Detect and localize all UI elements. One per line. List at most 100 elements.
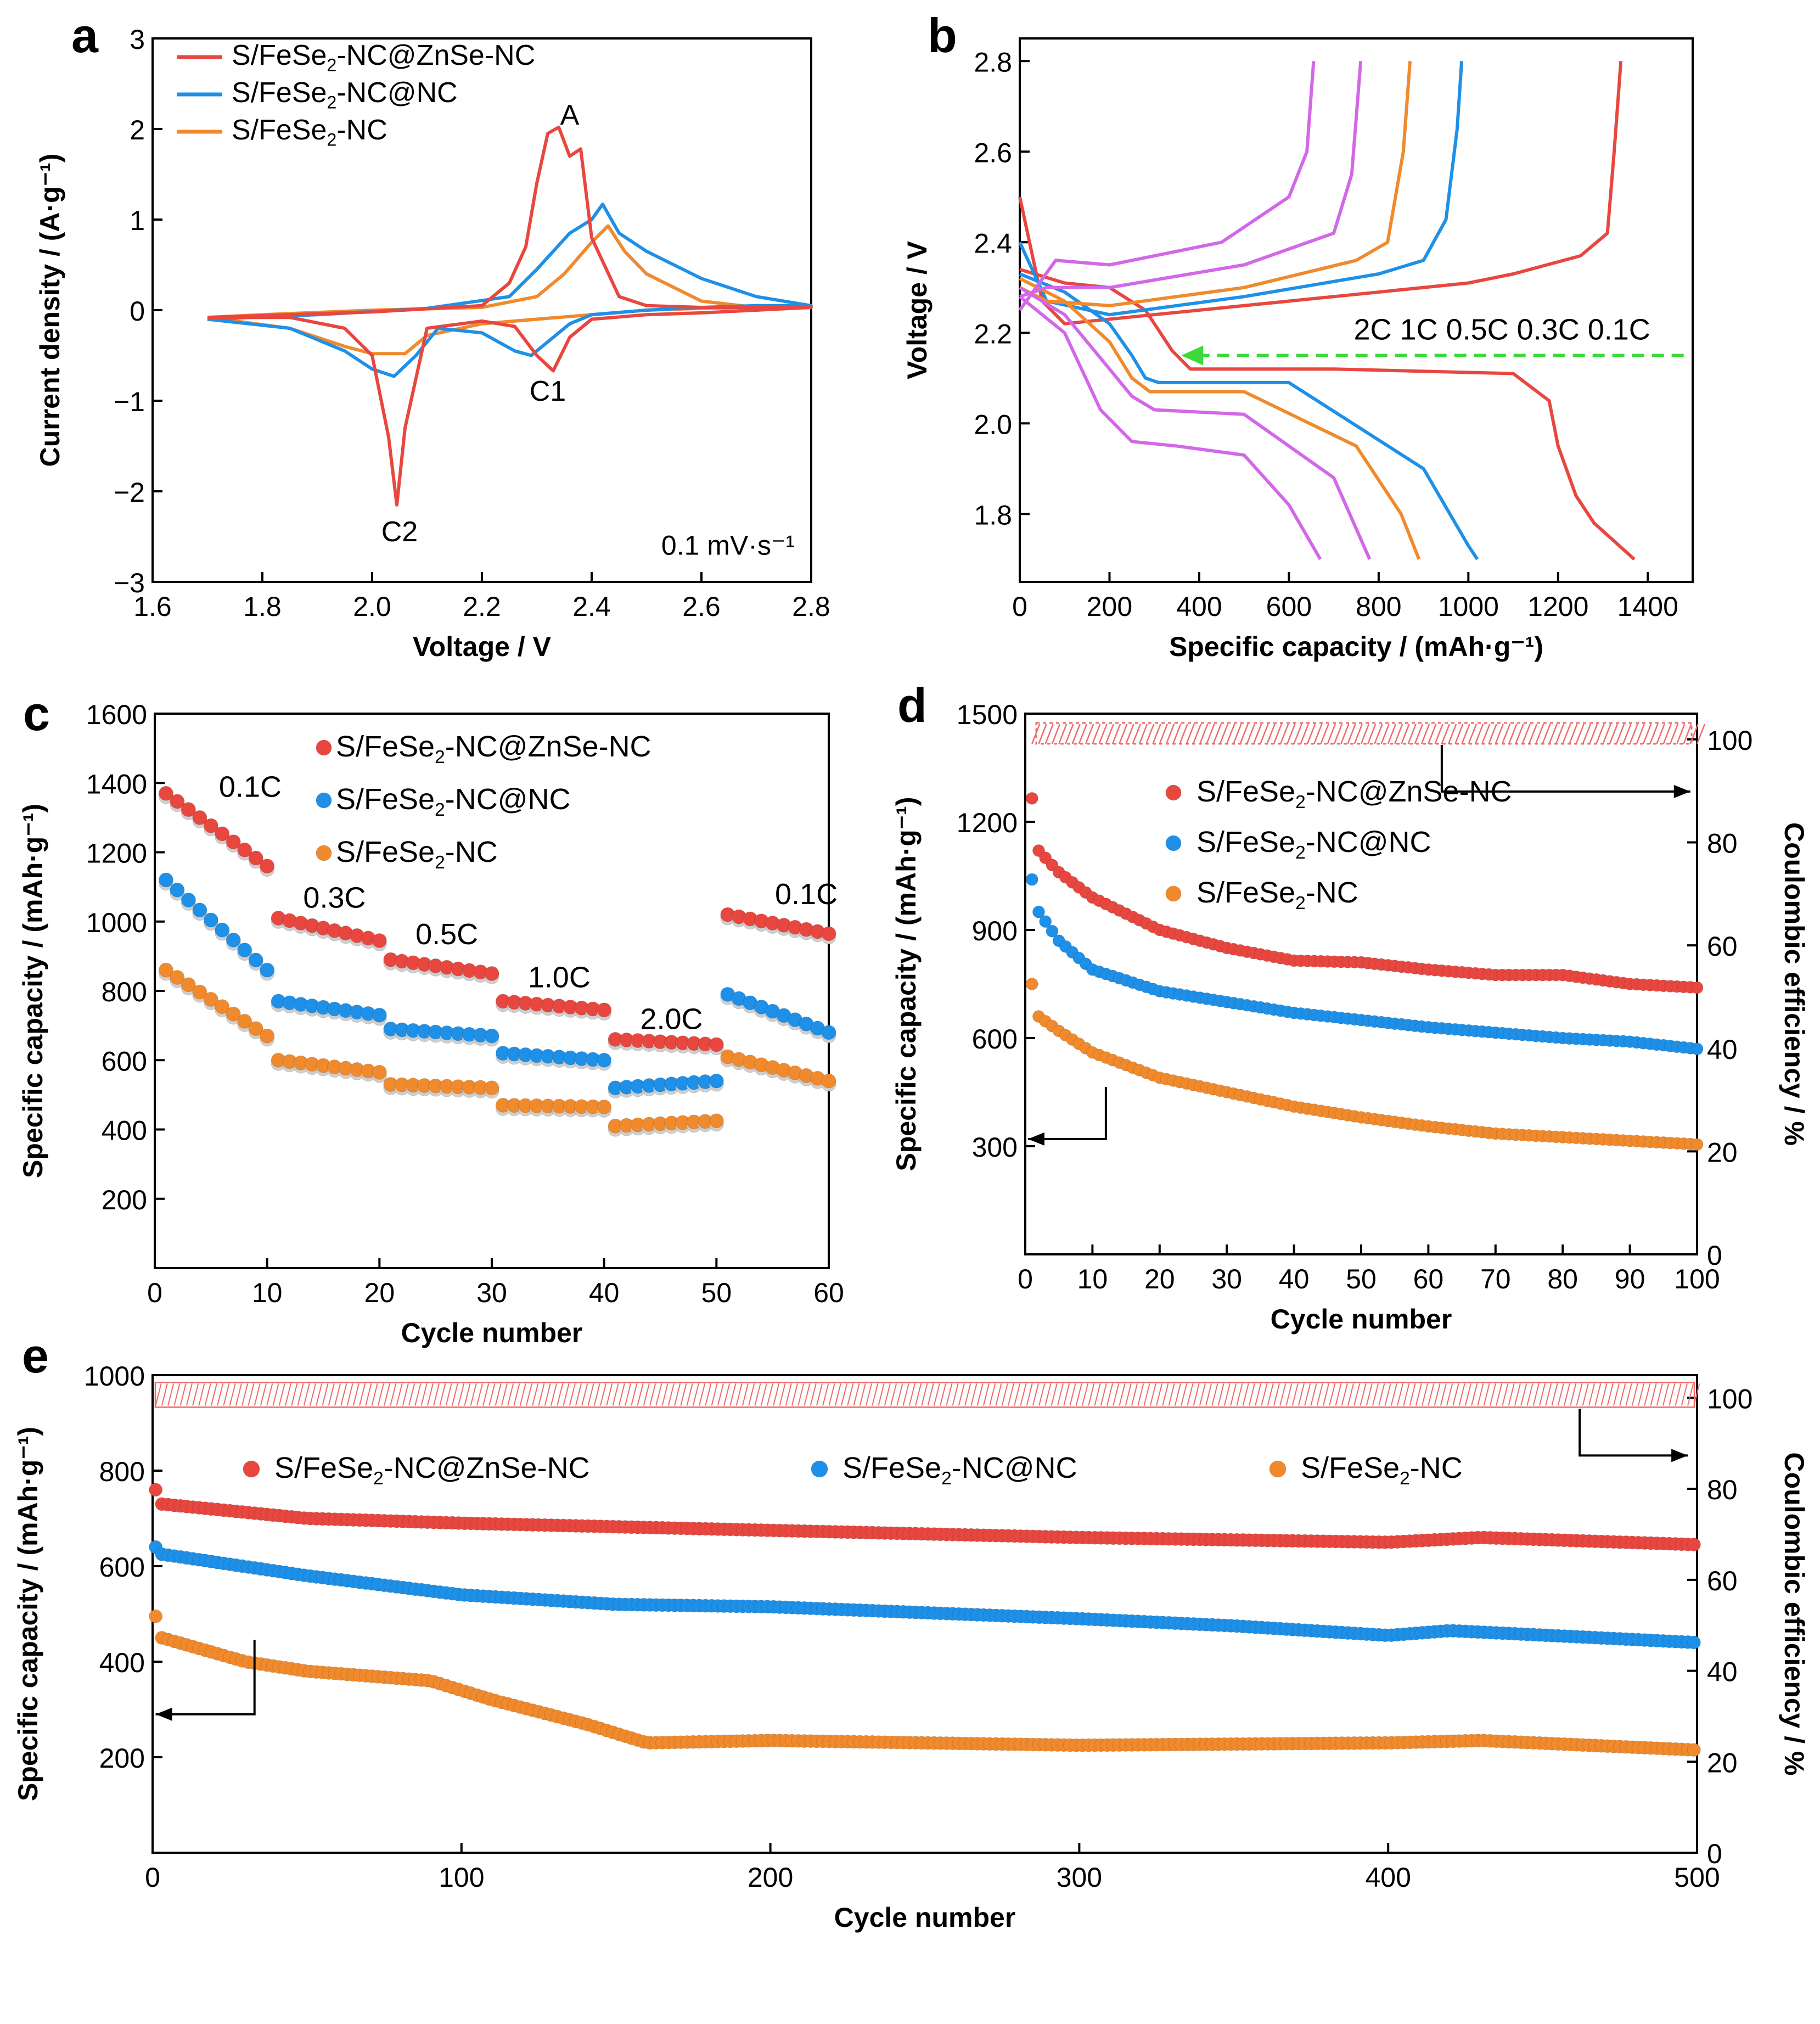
legend-marker-orange: [1165, 885, 1182, 902]
legend-label-part: -NC@NC: [952, 1451, 1077, 1484]
ce-mark: [1636, 724, 1645, 744]
x-tick-label: 400: [1365, 1862, 1411, 1893]
ce-mark: [1642, 724, 1652, 744]
ce-mark: [593, 1383, 600, 1406]
ce-mark: [1119, 724, 1128, 744]
x-axis-label: Cycle number: [401, 1317, 583, 1348]
rate-label: 1.0C: [528, 961, 591, 994]
data-point-red: [237, 842, 252, 857]
ce-mark: [1044, 724, 1054, 744]
gcd-curve: [1019, 61, 1363, 299]
ce-mark: [1662, 1383, 1670, 1406]
data-point-blue: [1690, 1042, 1704, 1056]
data-point-blue: [226, 932, 241, 947]
ce-mark: [217, 1383, 224, 1406]
ce-mark: [1434, 724, 1443, 744]
ce-mark: [1539, 1383, 1546, 1406]
ce-mark: [1615, 724, 1625, 744]
ce-mark: [1313, 724, 1323, 744]
ce-mark: [507, 1383, 514, 1406]
legend-label-subscript: 2: [373, 1468, 384, 1489]
ce-mark: [995, 1383, 1002, 1406]
data-point-blue: [1025, 873, 1038, 886]
ce-mark: [754, 1383, 761, 1406]
ce-mark: [1481, 724, 1491, 744]
x-tick-label: 70: [1480, 1264, 1511, 1294]
ce-mark: [390, 1383, 397, 1406]
capacity-axis-arrow-head: [1027, 1132, 1044, 1146]
y-right-tick-label: 80: [1707, 828, 1738, 859]
ce-mark: [1515, 724, 1524, 744]
ce-mark: [927, 1383, 934, 1406]
ce-mark: [1403, 1383, 1410, 1406]
gcd-curve: [1018, 61, 1316, 311]
ce-mark: [779, 1383, 786, 1406]
data-point-blue: [203, 912, 218, 928]
y-tick-label: −2: [114, 477, 145, 508]
gcd-curve: [1019, 277, 1421, 560]
data-point-orange: [248, 1021, 263, 1036]
ce-mark: [204, 1383, 211, 1406]
ce-mark: [1551, 1383, 1558, 1406]
ce-mark: [1656, 724, 1665, 744]
ce-mark: [1316, 1383, 1323, 1406]
ce-mark: [1488, 724, 1497, 744]
ce-mark: [1145, 724, 1155, 744]
ce-mark: [439, 1383, 446, 1406]
legend-marker-red: [243, 1460, 260, 1478]
ce-mark: [1217, 1383, 1224, 1406]
ce-mark: [1260, 724, 1269, 744]
ce-mark: [1287, 724, 1296, 744]
ce-mark: [1038, 724, 1047, 744]
ce-mark: [1564, 1383, 1570, 1406]
ce-mark: [1078, 724, 1088, 744]
data-point-blue: [597, 1052, 612, 1068]
ce-mark: [519, 1383, 526, 1406]
data-point-orange: [484, 1080, 499, 1096]
ce-mark: [1520, 1383, 1527, 1406]
y-right-tick-label: 0: [1707, 1240, 1722, 1271]
ce-mark: [1367, 724, 1377, 744]
ce-mark: [600, 1383, 607, 1406]
ce-mark: [1675, 1383, 1682, 1406]
rate-label: 0.1C: [775, 878, 838, 911]
data-point-orange: [215, 999, 230, 1014]
legend-label-part: S/FeSe: [232, 40, 327, 71]
ce-mark: [655, 1383, 662, 1406]
y-tick-label: 2.6: [974, 137, 1012, 168]
ce-mark: [1341, 1383, 1348, 1406]
ce-mark: [1132, 724, 1142, 744]
ce-mark: [1246, 724, 1256, 744]
ce-mark: [748, 1383, 755, 1406]
ce-mark: [248, 1383, 255, 1406]
ce-mark: [921, 1383, 928, 1406]
panel-letter-e: e: [22, 1328, 49, 1383]
ce-mark: [1521, 724, 1531, 744]
ce-mark: [686, 1383, 693, 1406]
y-right-tick-label: 100: [1707, 725, 1752, 756]
ce-mark: [1187, 1383, 1194, 1406]
ce-mark: [1414, 724, 1424, 744]
ce-mark: [1162, 1383, 1169, 1406]
ce-mark: [1125, 724, 1134, 744]
annotation-A: A: [560, 99, 580, 131]
ce-mark: [291, 1383, 298, 1406]
data-point-red: [1690, 981, 1704, 994]
ce-mark: [433, 1383, 440, 1406]
legend-label-subscript: 2: [1295, 893, 1306, 913]
legend-label-part: -NC: [336, 114, 387, 146]
data-point-red: [158, 786, 173, 801]
ce-mark: [828, 1383, 835, 1406]
ce-mark: [278, 1383, 285, 1406]
ce-mark: [908, 1383, 915, 1406]
x-tick-label: 200: [1087, 591, 1132, 622]
x-axis-label: Cycle number: [834, 1902, 1016, 1933]
y-tick-label: 900: [972, 916, 1018, 946]
panel-a-cv-chart: 1.6 1.8 2.0 2.2 2.4 2.6 2.8 −3 −2 −1 0 1 2 3 Voltage /…: [35, 24, 830, 662]
ce-mark: [1131, 1383, 1138, 1406]
ce-mark: [1489, 1383, 1496, 1406]
ce-mark: [551, 1383, 557, 1406]
data-point-red: [260, 859, 275, 874]
legend-label: S/FeSe2-NC@ZnSe-NC: [232, 40, 535, 75]
ce-mark: [1528, 724, 1538, 744]
